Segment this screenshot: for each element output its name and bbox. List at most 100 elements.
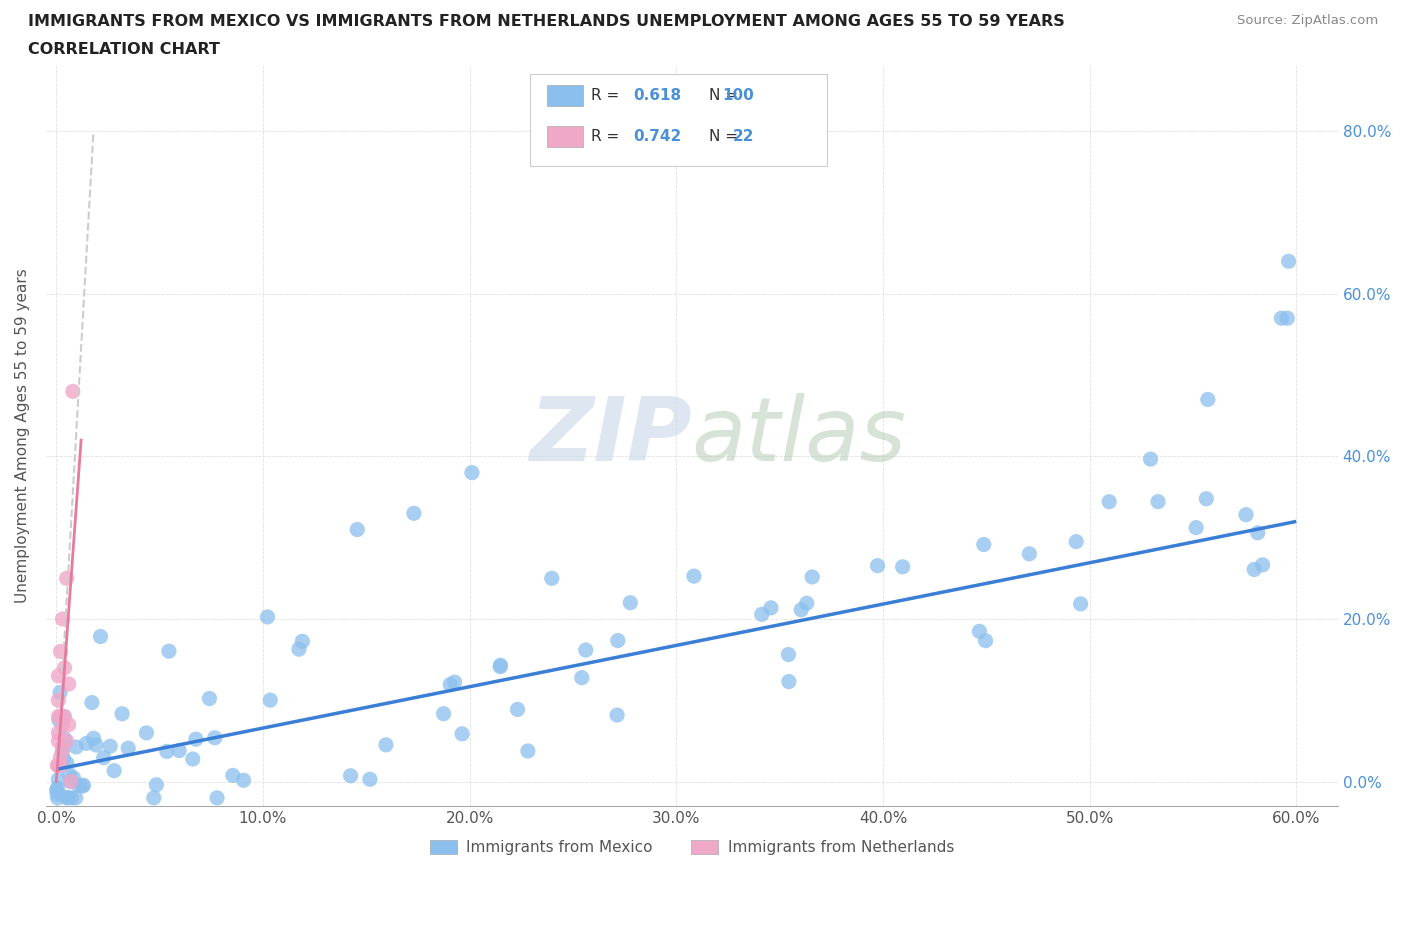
Point bbox=[56, 790, 79, 804]
Point bbox=[51, 741, 73, 756]
Point bbox=[974, 633, 997, 648]
Text: atlas: atlas bbox=[692, 393, 907, 479]
Point bbox=[46, 790, 69, 805]
Point bbox=[49, 750, 72, 764]
Point bbox=[1197, 392, 1219, 407]
Point bbox=[969, 624, 991, 639]
Point bbox=[59, 774, 82, 789]
Point bbox=[56, 790, 79, 805]
Point bbox=[204, 730, 226, 745]
Point bbox=[142, 790, 165, 805]
Point bbox=[1270, 311, 1292, 325]
Point bbox=[55, 571, 77, 586]
Point bbox=[1243, 562, 1265, 577]
Point bbox=[67, 777, 90, 792]
Point bbox=[288, 642, 311, 657]
Text: R =: R = bbox=[591, 129, 624, 144]
Point bbox=[62, 770, 84, 785]
Text: IMMIGRANTS FROM MEXICO VS IMMIGRANTS FROM NETHERLANDS UNEMPLOYMENT AMONG AGES 55: IMMIGRANTS FROM MEXICO VS IMMIGRANTS FRO… bbox=[28, 14, 1064, 29]
Point bbox=[52, 710, 75, 724]
Point bbox=[52, 751, 75, 766]
Point bbox=[58, 717, 80, 732]
Point bbox=[973, 537, 995, 551]
Point bbox=[1139, 452, 1161, 467]
Point bbox=[65, 790, 87, 805]
Text: 100: 100 bbox=[723, 88, 754, 103]
Point bbox=[117, 741, 139, 756]
Point bbox=[98, 738, 121, 753]
Point bbox=[53, 660, 76, 675]
Text: 0.618: 0.618 bbox=[634, 88, 682, 103]
Point bbox=[167, 743, 190, 758]
Legend: Immigrants from Mexico, Immigrants from Netherlands: Immigrants from Mexico, Immigrants from … bbox=[423, 834, 960, 861]
Point bbox=[48, 693, 70, 708]
Point bbox=[46, 780, 69, 795]
Point bbox=[1195, 491, 1218, 506]
Point bbox=[1185, 520, 1208, 535]
Point bbox=[1098, 494, 1121, 509]
Point bbox=[46, 758, 69, 773]
Point bbox=[619, 595, 641, 610]
Text: CORRELATION CHART: CORRELATION CHART bbox=[28, 42, 219, 57]
Point bbox=[93, 751, 115, 765]
Point bbox=[181, 751, 204, 766]
Point bbox=[451, 726, 474, 741]
Point bbox=[103, 764, 125, 778]
Point bbox=[778, 647, 800, 662]
Point bbox=[156, 744, 179, 759]
Point bbox=[443, 674, 465, 689]
Point bbox=[801, 569, 824, 584]
Point bbox=[489, 659, 512, 674]
Point bbox=[540, 571, 562, 586]
Point bbox=[135, 725, 157, 740]
Point bbox=[75, 736, 97, 751]
Point bbox=[1234, 507, 1257, 522]
Point bbox=[46, 758, 69, 773]
Point bbox=[606, 708, 628, 723]
Point bbox=[506, 702, 529, 717]
Point bbox=[60, 790, 83, 805]
Point bbox=[48, 709, 70, 724]
Point bbox=[1064, 534, 1087, 549]
Point bbox=[51, 612, 73, 627]
Point bbox=[62, 384, 84, 399]
Text: ZIP: ZIP bbox=[529, 392, 692, 480]
Point bbox=[65, 739, 87, 754]
Point bbox=[205, 790, 228, 805]
Text: 0.742: 0.742 bbox=[634, 129, 682, 144]
FancyBboxPatch shape bbox=[547, 126, 583, 147]
Point bbox=[256, 609, 278, 624]
Point bbox=[53, 731, 76, 746]
Point bbox=[259, 693, 281, 708]
Y-axis label: Unemployment Among Ages 55 to 59 years: Unemployment Among Ages 55 to 59 years bbox=[15, 269, 30, 604]
Point bbox=[339, 768, 361, 783]
Point bbox=[56, 755, 79, 770]
Point bbox=[516, 744, 538, 759]
Point bbox=[111, 707, 134, 722]
Point bbox=[145, 777, 167, 792]
Point bbox=[48, 669, 70, 684]
Point bbox=[374, 737, 396, 752]
Point bbox=[432, 706, 454, 721]
Text: Source: ZipAtlas.com: Source: ZipAtlas.com bbox=[1237, 14, 1378, 27]
Point bbox=[48, 725, 70, 740]
Point bbox=[49, 709, 72, 724]
Point bbox=[52, 739, 75, 754]
Point bbox=[1251, 557, 1274, 572]
Point bbox=[72, 778, 94, 793]
Text: N =: N = bbox=[709, 129, 742, 144]
Point bbox=[796, 596, 818, 611]
Text: N =: N = bbox=[709, 88, 742, 103]
Text: 22: 22 bbox=[733, 129, 754, 144]
Point bbox=[83, 731, 105, 746]
Point bbox=[58, 677, 80, 692]
Point bbox=[46, 772, 69, 787]
Point bbox=[48, 734, 70, 749]
Point bbox=[1277, 311, 1299, 325]
Point bbox=[346, 522, 368, 537]
Point bbox=[778, 674, 800, 689]
Point bbox=[575, 643, 598, 658]
Point bbox=[359, 772, 381, 787]
Point bbox=[59, 774, 82, 789]
Point bbox=[84, 737, 107, 752]
